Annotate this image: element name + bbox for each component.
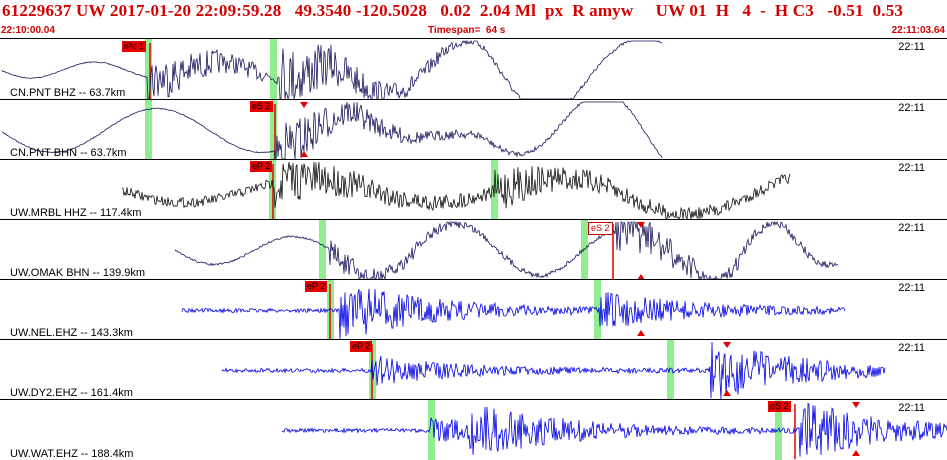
station-label: CN.PNT BHZ -- 63.7km	[10, 87, 126, 99]
pick-flag[interactable]: eS 2	[250, 101, 273, 112]
waveform-svg	[281, 400, 947, 460]
phase-window-marker	[775, 400, 782, 460]
seismic-waveform	[1, 39, 663, 99]
clock-label: 22:11	[898, 41, 925, 53]
amplitude-marker-bottom	[852, 450, 860, 456]
seismic-waveform	[221, 341, 886, 399]
waveform-svg	[174, 220, 839, 279]
amplitude-marker-top	[723, 342, 731, 348]
station-label: UW.NEL.EHZ -- 143.3km	[10, 327, 133, 339]
phase-window-marker	[428, 400, 435, 460]
seismic-waveform	[181, 288, 846, 339]
clock-label: 22:11	[898, 402, 925, 414]
amplitude-marker-bottom	[637, 330, 645, 336]
phase-window-marker	[270, 39, 277, 99]
start-time: 22:10:00.04	[1, 25, 55, 36]
pick-flag[interactable]: iPc 1	[122, 41, 147, 52]
waveform-svg	[1, 39, 663, 99]
seismic-waveform	[174, 220, 839, 279]
station-label: CN.PNT BHN -- 63.7km	[10, 147, 127, 159]
pick-flag[interactable]: eP 2	[305, 281, 328, 292]
end-time: 22:11:03.64	[891, 25, 945, 36]
trace-panel-uw-nel-ehz[interactable]: 22:11 UW.NEL.EHZ -- 143.3km eP 2	[0, 279, 947, 340]
seismic-waveform	[121, 161, 791, 219]
trace-panel-uw-wat-ehz[interactable]: 22:11 UW.WAT.EHZ -- 188.4km eS 2	[0, 399, 947, 460]
pick-flag[interactable]: eS 2	[768, 401, 791, 412]
amplitude-marker-bottom	[723, 390, 731, 396]
phase-window-marker	[145, 100, 152, 159]
amplitude-marker-bottom	[637, 274, 645, 279]
clock-label: 22:11	[898, 342, 925, 354]
phase-window-marker	[667, 340, 674, 399]
phase-window-marker	[270, 100, 277, 159]
station-label: UW.OMAK BHN -- 139.9km	[10, 267, 146, 279]
event-header: 61229637 UW 2017-01-20 22:09:59.28 49.35…	[0, 0, 947, 21]
trace-panel-uw-mrbl-hhz[interactable]: 22:11 UW.MRBL HHZ -- 117.4km eP 2	[0, 159, 947, 220]
waveform-svg	[181, 280, 846, 339]
phase-window-marker	[319, 220, 326, 279]
phase-window-marker	[145, 39, 152, 99]
amplitude-marker-bottom	[300, 151, 308, 157]
station-label: UW.WAT.EHZ -- 188.4km	[10, 448, 134, 460]
station-label: UW.DY2.EHZ -- 161.4km	[10, 387, 133, 399]
clock-label: 22:11	[898, 162, 925, 174]
waveform-svg	[121, 160, 791, 219]
waveform-svg	[1, 100, 663, 159]
timespan: Timespan= 64 s	[428, 25, 506, 36]
pick-flag[interactable]: eP 2	[250, 161, 273, 172]
trace-panel-uw-omak-bhn[interactable]: 22:11 UW.OMAK BHN -- 139.9km eS 2	[0, 219, 947, 280]
station-label: UW.MRBL HHZ -- 117.4km	[10, 207, 142, 219]
time-bar: 22:10:00.04 Timespan= 64 s 22:11:03.64	[0, 22, 947, 38]
clock-label: 22:11	[898, 282, 925, 294]
trace-panel-cn-pnt-bhz[interactable]: 22:11 CN.PNT BHZ -- 63.7km iPc 1	[0, 38, 947, 100]
event-summary-text: 61229637 UW 2017-01-20 22:09:59.28 49.35…	[2, 1, 904, 20]
amplitude-marker-top	[637, 222, 645, 228]
amplitude-marker-top	[300, 102, 308, 108]
clock-label: 22:11	[898, 222, 925, 234]
amplitude-marker-top	[852, 402, 860, 408]
pick-flag[interactable]: eP 2	[350, 341, 373, 352]
seismic-waveform	[281, 402, 947, 457]
trace-panel-cn-pnt-bhn[interactable]: 22:11 CN.PNT BHN -- 63.7km eS 2	[0, 99, 947, 160]
seismic-waveform	[1, 101, 663, 159]
clock-label: 22:11	[898, 102, 925, 114]
pick-flag[interactable]: eS 2	[588, 222, 613, 235]
waveform-svg	[221, 340, 886, 399]
trace-panel-uw-dy2-ehz[interactable]: 22:11 UW.DY2.EHZ -- 161.4km eP 2	[0, 339, 947, 400]
phase-window-marker	[594, 280, 601, 339]
